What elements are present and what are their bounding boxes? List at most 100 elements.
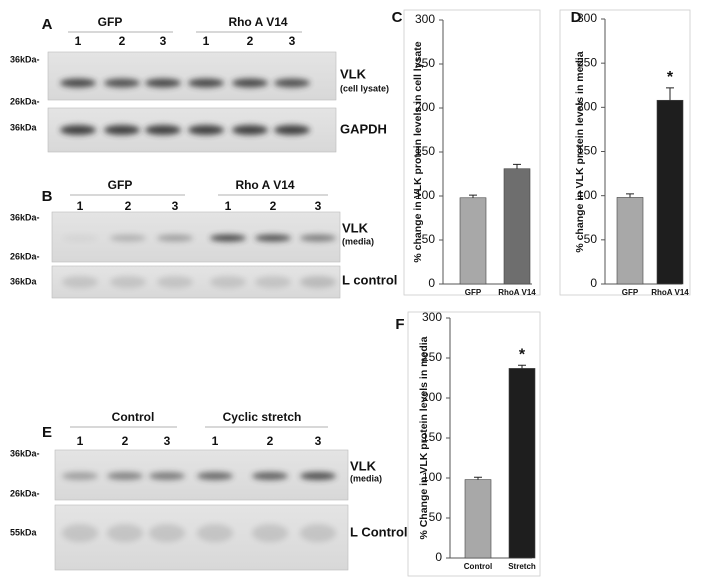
blot-label: (cell lysate) [340,83,389,93]
group-label: GFP [98,15,123,29]
chart-frame [407,311,541,577]
lane-label: 1 [225,199,232,213]
blot-strip [47,51,337,101]
lane-label: 2 [119,34,126,48]
blot-band [300,524,336,542]
blot-band [255,234,291,242]
error-bar [666,87,674,101]
panel-letter: B [42,188,53,205]
blot-band [149,524,185,542]
size-marker: 36kDa- [10,448,40,458]
blot-band [157,276,193,288]
size-marker: 26kDa- [10,488,40,498]
panel-letter: E [42,424,52,441]
blot-band [252,472,288,480]
blot-band [110,234,146,242]
bar [464,479,492,559]
lane-label: 1 [75,34,82,48]
lane-label: 2 [125,199,132,213]
y-tick-label: 300 [422,310,442,324]
y-tick-label: 0 [590,276,597,290]
lane-label: 3 [289,34,296,48]
lane-label: 1 [77,199,84,213]
blot-band [60,78,96,88]
blot-band [145,125,181,135]
blot-band [274,125,310,135]
y-tick-label: 150 [415,144,435,158]
panel-letter: D [571,9,582,26]
error-bar [513,163,521,169]
bar [503,168,531,285]
size-marker: 26kDa- [10,251,40,261]
y-tick-label: 300 [577,11,597,25]
y-tick-label: 200 [415,100,435,114]
lane-label: 1 [212,434,219,448]
blot-band [60,125,96,135]
x-tick-label: Stretch [508,562,536,571]
group-label: Rho A V14 [235,178,294,192]
bar [508,368,536,559]
size-marker: 36kDa- [10,212,40,222]
blot-label: GAPDH [340,121,387,136]
blot-band [104,125,140,135]
blot-strip [51,265,341,299]
blot-strip [51,211,341,263]
blot-band [149,472,185,480]
blot-label: (media) [350,473,382,483]
lane-label: 1 [203,34,210,48]
blot-band [145,78,181,88]
lane-label: 2 [122,434,129,448]
error-bar [469,194,477,198]
lane-label: 3 [160,34,167,48]
group-label: Rho A V14 [228,15,287,29]
y-tick-label: 200 [422,390,442,404]
blot-band [107,472,143,480]
blot-band [300,276,336,288]
blot-band [62,276,98,288]
bar [616,197,644,285]
y-tick-label: 150 [422,430,442,444]
blot-band [157,234,193,242]
size-marker: 26kDa- [10,96,40,106]
blot-band [210,234,246,242]
chart-frame [559,9,691,296]
blot-label: L Control [350,524,408,539]
lane-label: 3 [172,199,179,213]
bar [459,197,487,285]
y-tick-label: 100 [422,470,442,484]
size-marker: 55kDa [10,527,38,537]
y-axis-label: % Change in VLK protein levels in media [418,336,430,539]
blot-band [300,234,336,242]
annotation: * [667,69,674,86]
blot-band [188,78,224,88]
lane-label: 2 [267,434,274,448]
blot-label: (media) [342,236,374,246]
size-marker: 36kDa [10,122,38,132]
blot-band [110,276,146,288]
size-marker: 36kDa- [10,54,40,64]
error-bar [474,476,482,480]
x-tick-label: Control [464,562,492,571]
blot-band [62,472,98,480]
blot-label: VLK [340,66,367,81]
blot-band [62,234,98,242]
lane-label: 1 [77,434,84,448]
y-tick-label: 100 [415,188,435,202]
panel-letter: A [42,16,53,33]
y-tick-label: 250 [577,55,597,69]
y-tick-label: 200 [577,100,597,114]
panel-letter: F [395,316,404,333]
blot-band [62,524,98,542]
blot-band [232,78,268,88]
blot-label: VLK [350,458,377,473]
blot-band [300,472,336,480]
lane-label: 3 [315,434,322,448]
blot-label: VLK [342,220,369,235]
error-bar [518,364,526,369]
blot-band [188,125,224,135]
y-axis-label: % change in VLK protein levels in cell l… [412,41,424,262]
blot-band [232,125,268,135]
y-axis-label: % change in VLK protein levels in media [574,51,586,252]
group-label: Control [112,410,155,424]
